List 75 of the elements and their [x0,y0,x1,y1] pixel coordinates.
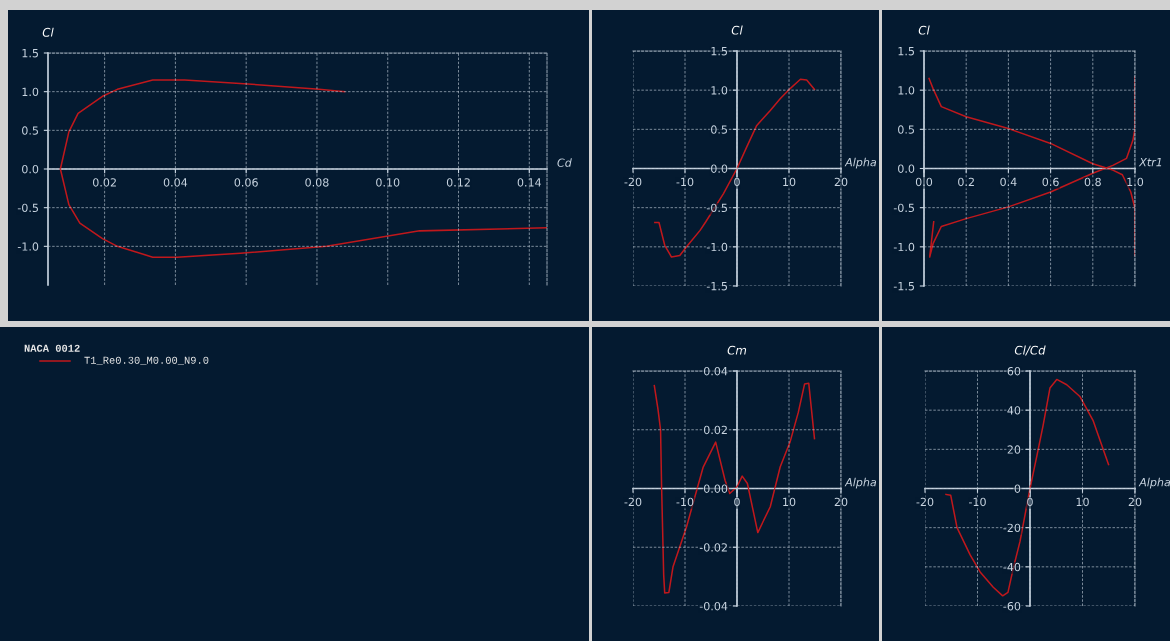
line-series [59,79,547,258]
y-tick-label: 1.5 [22,49,38,58]
y-tick-label: 40 [1007,406,1021,415]
y-axis-title: Cl [42,27,54,37]
x-tick-label: 0.08 [305,178,329,187]
y-tick-label: 1.0 [711,86,728,95]
y-axis-title: Cm [727,345,747,355]
x-axis-title: Xtr1 [1138,158,1162,167]
x-tick-label: 0 [1027,497,1033,507]
x-tick-label: -10 [968,497,986,507]
x-tick-label: -20 [624,177,642,187]
x-tick-label: 0.02 [92,178,116,187]
x-tick-label: 0.06 [234,178,258,187]
y-tick-label: -0.5 [706,203,727,213]
y-tick-label: -0.5 [893,203,914,213]
x-tick-label: -10 [676,497,694,507]
text: T1_Re0.30_M0.00_N9.0 [84,356,209,365]
x-tick-label: 0 [734,177,740,187]
y-tick-label: 0.5 [711,125,727,134]
x-tick-label: 1.0 [1127,177,1144,187]
x-tick-label: 0.6 [1042,177,1059,187]
line-series [653,382,816,594]
y-tick-label: 1.5 [711,47,727,56]
x-tick-label: 0.2 [958,177,974,187]
y-tick-label: 0.5 [22,126,38,135]
y-tick-label: -0.02 [699,543,727,552]
y-tick-label: 1.0 [22,87,39,97]
y-tick-label: -1.5 [893,282,914,291]
y-tick-label: 20 [1007,445,1021,454]
y-axis-title: Cl [918,25,930,35]
y-axis-title: Cl/Cd [1014,345,1046,356]
y-tick-label: -1.0 [17,242,39,251]
y-tick-label: -0.5 [17,203,38,213]
x-tick-label: -20 [624,497,642,507]
x-tick-label: -20 [916,497,934,507]
y-tick-label: 0.0 [22,164,39,174]
y-tick-label: 0.0 [898,164,915,173]
y-tick-label: -20 [1003,523,1021,533]
y-tick-label: -1.5 [706,282,727,291]
y-axis-title: Cl [731,25,743,35]
y-tick-label: 60 [1007,366,1021,376]
y-tick-label: -60 [1003,601,1021,611]
y-tick-label: 0.04 [703,366,728,376]
x-tick-label: 0.04 [163,178,188,187]
x-axis-title: Alpha [844,157,877,169]
y-tick-label: 0.00 [703,484,728,493]
line-series [654,78,816,258]
y-tick-label: 1.5 [898,47,914,56]
x-axis-title: Cd [557,158,572,167]
y-tick-label: -0.04 [699,601,728,611]
x-tick-label: 0.4 [1000,177,1017,187]
y-tick-label: -1.0 [893,242,915,252]
x-tick-label: 0.12 [446,178,470,187]
y-tick-label: -1.0 [706,242,728,252]
y-tick-label: 1.0 [898,86,915,95]
text: NACA 0012 [24,344,80,352]
x-axis-title: Alpha [844,477,877,489]
x-tick-label: 0.10 [376,178,400,187]
x-axis-title: Alpha [1138,477,1170,489]
x-tick-label: 20 [1128,497,1142,507]
x-tick-label: 0.8 [1084,177,1101,187]
y-tick-label: 0.5 [898,125,914,134]
y-tick-label: 0 [1014,484,1021,493]
line-series [945,378,1110,597]
x-tick-label: 10 [783,177,796,187]
x-tick-label: 0.0 [915,177,933,187]
x-tick-label: 0.14 [517,178,542,187]
y-tick-label: 0.02 [703,425,727,435]
x-tick-label: 0 [734,497,740,507]
y-tick-label: 0.0 [711,164,728,173]
x-tick-label: 10 [1076,497,1089,507]
x-tick-label: 20 [834,177,848,187]
x-tick-label: 10 [783,497,796,507]
x-tick-label: 20 [834,497,848,507]
x-tick-label: -10 [676,177,694,187]
